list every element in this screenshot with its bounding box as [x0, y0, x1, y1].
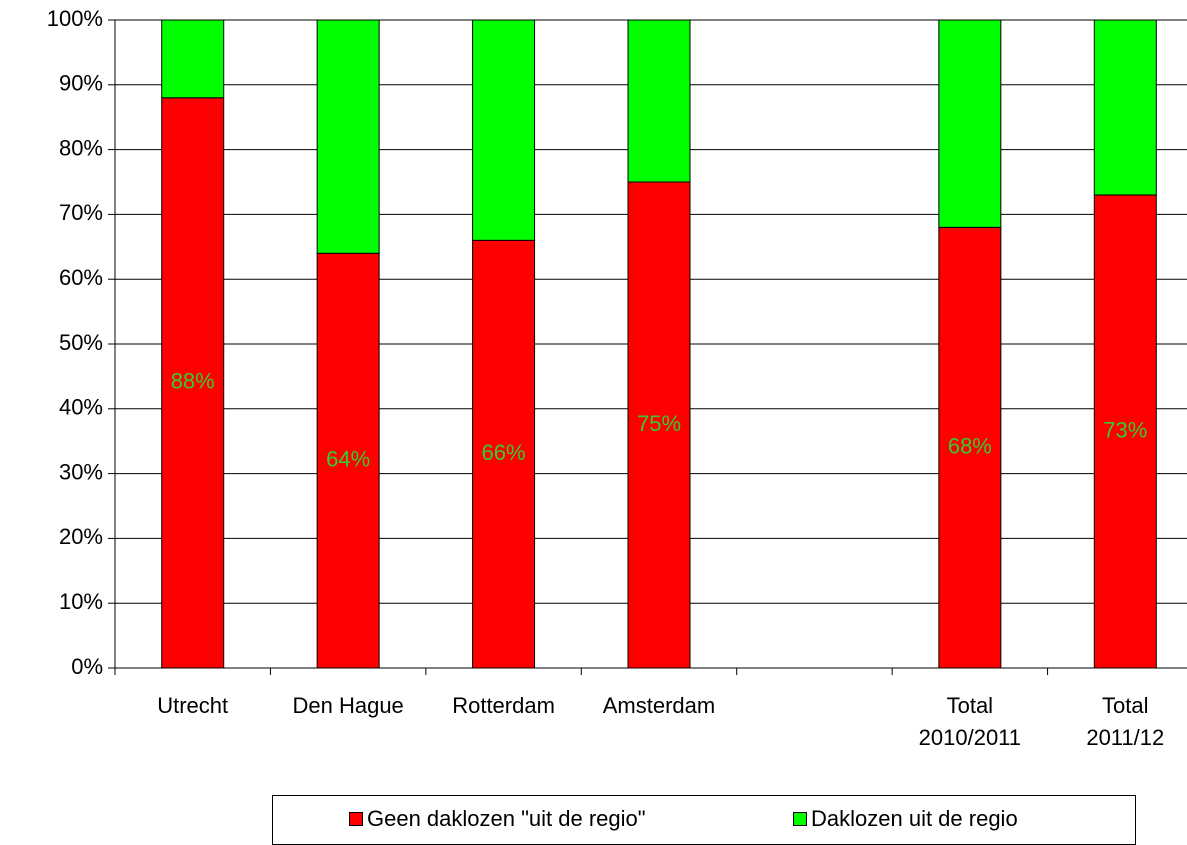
y-tick-label: 0% [71, 654, 103, 679]
y-tick-label: 80% [59, 135, 103, 160]
bar-segment [627, 181, 691, 669]
value-label: 73% [1103, 417, 1147, 442]
value-label: 88% [171, 369, 215, 394]
bar-segment [316, 19, 380, 254]
y-tick-label: 60% [59, 265, 103, 290]
legend-swatch [793, 812, 807, 826]
legend-label: Geen daklozen "uit de regio" [367, 806, 646, 831]
x-tick-label: Total 2011/12 [1086, 693, 1165, 750]
bar-segment [1093, 19, 1157, 196]
x-tick-label: Total 2010/2011 [918, 693, 1022, 750]
x-tick-label: Utrecht [157, 693, 229, 718]
y-tick-label: 20% [59, 524, 103, 549]
legend-item: Geen daklozen "uit de regio" [349, 806, 646, 832]
y-tick-label: 10% [59, 589, 103, 614]
legend-item: Daklozen uit de regio [793, 806, 1018, 832]
bar-segment [938, 226, 1002, 669]
bar-segment [472, 239, 536, 669]
value-label: 66% [482, 440, 526, 465]
bar-segment [627, 19, 691, 183]
x-tick-label: Rotterdam [452, 693, 555, 718]
legend-label: Daklozen uit de regio [811, 806, 1018, 831]
bar-segment [472, 19, 536, 241]
x-tick-label: Den Hague [292, 693, 404, 718]
y-tick-label: 100% [47, 6, 103, 31]
bar-segment [316, 252, 380, 669]
value-label: 75% [637, 411, 681, 436]
y-tick-label: 90% [59, 71, 103, 96]
bar-segment [161, 97, 225, 669]
value-label: 68% [948, 433, 992, 458]
legend: Geen daklozen "uit de regio" Daklozen uit… [272, 795, 1136, 845]
x-tick-label: Amsterdam [602, 693, 716, 718]
bar-segment [1093, 194, 1157, 669]
y-tick-label: 30% [59, 459, 103, 484]
y-tick-label: 70% [59, 200, 103, 225]
y-tick-label: 50% [59, 330, 103, 355]
value-label: 64% [326, 446, 370, 471]
bar-segment [938, 19, 1002, 228]
bar-segment [161, 19, 225, 99]
y-tick-label: 40% [59, 395, 103, 420]
legend-swatch [349, 812, 363, 826]
